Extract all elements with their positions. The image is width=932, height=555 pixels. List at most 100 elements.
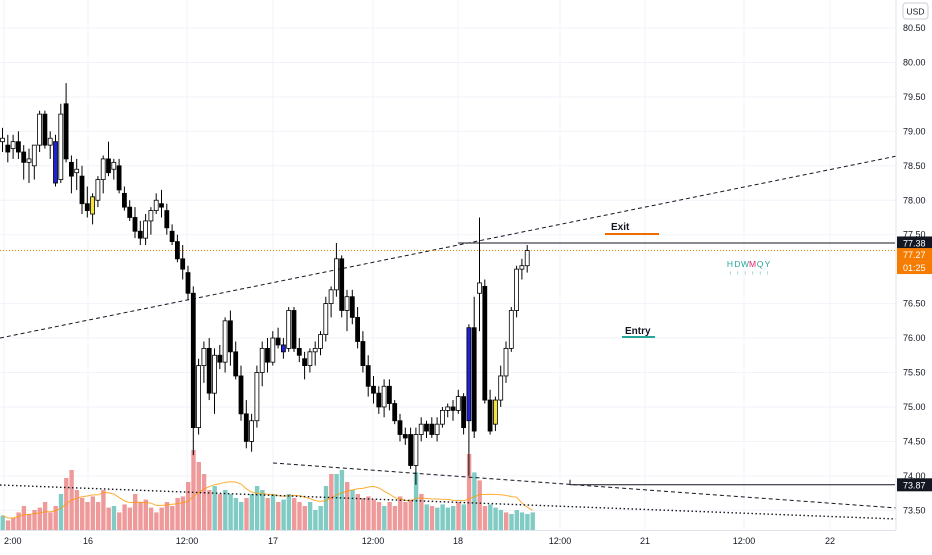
candle — [227, 310, 233, 366]
volume-bar — [398, 496, 403, 530]
currency-button[interactable] — [902, 2, 929, 20]
trend-lines[interactable] — [0, 155, 898, 520]
candle — [116, 158, 122, 194]
candle — [471, 296, 477, 438]
time-axis-background — [0, 531, 932, 550]
countdown-tag-label: 01:25 — [903, 263, 926, 273]
candle — [106, 141, 111, 177]
time-axis[interactable]: 2:00 16 12:00 17 12:00 18 12:00 21 12:00 22 — [0, 530, 932, 551]
lower-channel-line[interactable] — [272, 462, 898, 509]
candle — [524, 245, 530, 273]
candle — [434, 417, 440, 442]
candle-body — [259, 347, 265, 373]
candle-body — [148, 210, 154, 222]
candle-body — [349, 296, 355, 318]
volume-bar — [196, 462, 201, 530]
candle — [519, 258, 525, 280]
volume-bar — [445, 507, 451, 530]
volume-bar — [297, 502, 302, 530]
volume-bar — [456, 502, 461, 530]
candle-body — [10, 141, 16, 149]
volume-bar — [360, 498, 366, 530]
upper-channel-line[interactable] — [0, 155, 898, 339]
volume-bar — [392, 506, 398, 530]
candle-body — [286, 310, 292, 349]
volume-average-line — [2, 481, 533, 519]
candle — [143, 214, 149, 246]
timeframe-letter: M — [749, 259, 756, 269]
candle — [196, 358, 202, 435]
candle-body — [37, 113, 42, 146]
candle — [206, 338, 212, 401]
dotted-support-line[interactable] — [0, 484, 898, 520]
candle-body — [185, 272, 191, 294]
candle — [402, 427, 408, 445]
candle-body — [450, 406, 456, 411]
candle-body — [392, 403, 398, 422]
candle-body — [524, 250, 530, 267]
volume-bar — [212, 486, 217, 530]
time-tick-label: 12:00 — [733, 536, 756, 546]
exit-level-tag[interactable] — [897, 236, 932, 250]
candlesticks — [0, 83, 530, 485]
price-axis[interactable]: USD 80.50 80.00 79.50 79.00 78.50 78.00 77.50 76… — [895, 0, 932, 550]
volume-bar — [122, 504, 127, 530]
candle-body — [153, 199, 159, 211]
candle-body — [5, 144, 11, 153]
candle — [132, 207, 138, 239]
candle-body — [503, 347, 509, 377]
candle — [291, 307, 297, 352]
time-tick-label: 12:00 — [176, 536, 199, 546]
candle — [174, 234, 180, 263]
candle-body — [333, 258, 339, 291]
candle-body — [74, 168, 80, 174]
candle-body — [413, 434, 419, 466]
candle-body — [408, 434, 414, 466]
time-tick-label: 17 — [268, 536, 278, 546]
candle — [445, 403, 451, 418]
candle-body — [21, 151, 27, 163]
volume-bar — [440, 504, 445, 530]
volume-bar — [387, 502, 392, 530]
candle — [127, 200, 133, 221]
volume-bar — [424, 504, 429, 530]
entry-level-tag[interactable] — [897, 478, 932, 492]
candle-body — [328, 289, 334, 305]
last-price-tag-label: 77.27 — [903, 250, 926, 260]
candle-body — [196, 365, 202, 429]
candle — [15, 131, 21, 159]
candle-body — [296, 347, 302, 356]
candle-body — [318, 334, 323, 349]
price-tick-label: 76.50 — [903, 299, 926, 309]
price-tick-label: 78.50 — [903, 161, 926, 171]
candle-body — [26, 158, 32, 163]
candle — [164, 203, 170, 235]
timeframe-arrow-icon: ↑ — [729, 271, 732, 277]
volume-bar — [461, 504, 466, 530]
volume-bar — [148, 507, 154, 530]
candle — [42, 110, 48, 149]
price-axis-background — [896, 0, 932, 550]
candle-body — [482, 285, 488, 401]
candle-body — [424, 423, 429, 432]
volume-bar — [95, 502, 101, 530]
candle-body — [519, 265, 525, 270]
candle-body — [53, 141, 58, 184]
candle-body — [508, 310, 514, 349]
candle-body — [206, 347, 212, 394]
candle-body — [514, 268, 519, 311]
candle — [5, 134, 11, 163]
candle-body — [42, 113, 48, 146]
candle — [349, 289, 355, 325]
candle — [381, 379, 387, 418]
candle — [461, 393, 467, 435]
candle — [270, 331, 276, 366]
candle — [439, 406, 445, 428]
candle — [185, 265, 191, 301]
timeframe-letter: Y — [765, 259, 771, 269]
price-tick-label: 73.50 — [903, 505, 926, 515]
candle — [190, 286, 196, 456]
